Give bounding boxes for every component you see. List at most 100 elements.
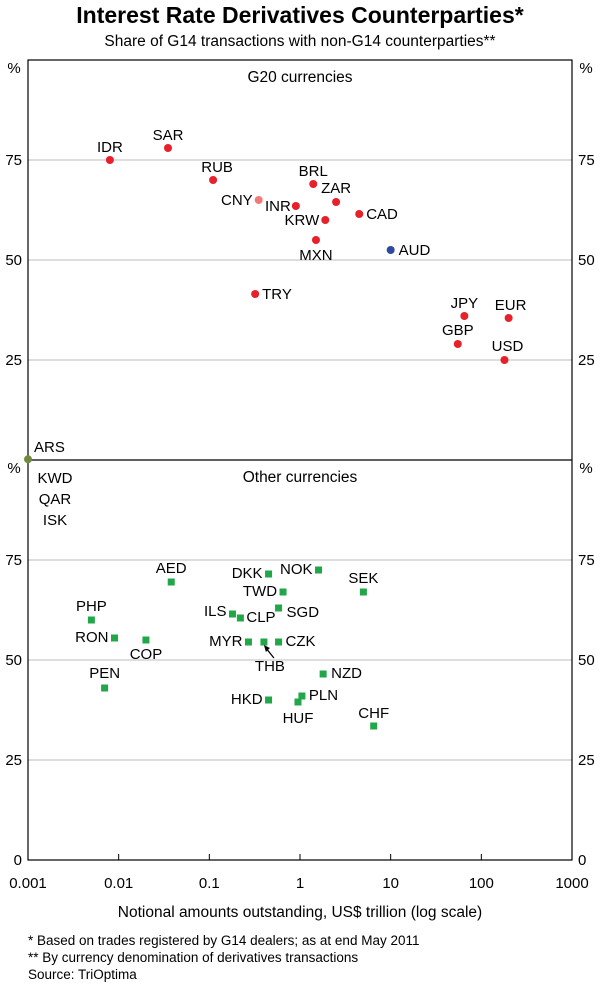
data-point-czk	[275, 638, 283, 646]
y-tick-label-left: 25	[5, 752, 22, 769]
point-label-ron: RON	[75, 629, 108, 646]
x-tick-label: 0.001	[9, 875, 47, 892]
point-label-gbp: GBP	[442, 322, 474, 339]
data-point-hkd	[265, 696, 273, 704]
point-label-myr: MYR	[209, 633, 243, 650]
point-label-czk: CZK	[286, 633, 316, 650]
y-tick-label-left: 75	[5, 552, 22, 569]
point-label-ars: ARS	[34, 439, 65, 456]
unit-label-left: %	[7, 460, 20, 477]
point-label-cop: COP	[130, 646, 163, 663]
point-label-aud: AUD	[399, 242, 431, 259]
y-tick-label-left: 25	[5, 352, 22, 369]
data-point-thb	[260, 638, 268, 646]
data-point-brl	[309, 180, 318, 188]
point-label-zar: ZAR	[321, 180, 351, 197]
data-point-twd	[279, 588, 287, 596]
point-label-pln: PLN	[309, 687, 338, 704]
chart-subtitle: Share of G14 transactions with non-G14 c…	[104, 33, 496, 50]
data-point-ils	[228, 610, 236, 618]
data-point-sek	[359, 588, 367, 596]
y-tick-label-left: 50	[5, 652, 22, 669]
point-label-jpy: JPY	[451, 295, 479, 312]
data-point-mxn	[311, 236, 320, 244]
point-label-idr: IDR	[97, 139, 123, 156]
y-tick-label-right: 75	[578, 552, 595, 569]
data-point-usd	[500, 356, 509, 364]
point-label-cny: CNY	[221, 192, 253, 209]
y-tick-label-right: 0	[578, 852, 586, 869]
point-label-pen: PEN	[89, 665, 120, 682]
data-point-nok	[315, 566, 323, 574]
point-label-dkk: DKK	[232, 565, 263, 582]
data-point-idr	[105, 156, 114, 164]
data-point-aed	[167, 578, 175, 586]
x-tick-label: 1000	[555, 875, 588, 892]
data-point-eur	[504, 314, 513, 322]
data-point-myr	[244, 638, 252, 646]
footnotes: * Based on trades registered by G14 deal…	[28, 932, 420, 983]
data-point-gbp	[453, 340, 462, 348]
data-point-chf	[370, 722, 378, 730]
data-point-inr	[291, 202, 300, 210]
panel-title-other: Other currencies	[243, 469, 358, 486]
data-point-clp	[236, 614, 244, 622]
point-label-eur: EUR	[495, 297, 527, 314]
point-label-twd: TWD	[243, 583, 277, 600]
point-label-nzd: NZD	[331, 665, 362, 682]
point-label-hkd: HKD	[231, 691, 263, 708]
point-label-inr: INR	[265, 198, 291, 215]
point-label-usd: USD	[492, 338, 524, 355]
chart-title: Interest Rate Derivatives Counterparties…	[76, 2, 524, 28]
x-tick-label: 0.1	[199, 875, 220, 892]
data-point-pln	[298, 692, 306, 700]
x-tick-label: 10	[382, 875, 399, 892]
point-label-rub: RUB	[201, 159, 233, 176]
data-point-cop	[142, 636, 150, 644]
y-tick-label-right: 25	[578, 352, 595, 369]
point-label-clp: CLP	[246, 609, 275, 626]
data-point-sar	[163, 144, 172, 152]
data-point-sgd	[275, 604, 283, 612]
footnote-1: * Based on trades registered by G14 deal…	[28, 933, 420, 948]
thb-arrow-head	[263, 645, 270, 652]
point-label-aed: AED	[156, 560, 187, 577]
unit-label-left: %	[7, 60, 20, 77]
offscale-label-kwd: KWD	[38, 470, 73, 487]
data-point-ron	[111, 634, 119, 642]
unit-label-right: %	[579, 460, 592, 477]
data-point-aud	[386, 246, 395, 254]
data-point-ars	[24, 455, 32, 464]
point-label-sgd: SGD	[287, 604, 320, 621]
x-tick-label: 0.01	[104, 875, 133, 892]
point-label-krw: KRW	[285, 212, 321, 229]
y-tick-label-right: 75	[578, 152, 595, 169]
data-point-try	[251, 290, 260, 298]
point-label-thb: THB	[255, 658, 285, 675]
y-tick-label-left: 50	[5, 252, 22, 269]
point-label-huf: HUF	[283, 710, 314, 727]
footnote-3: Source: TriOptima	[28, 967, 137, 982]
data-point-rub	[209, 176, 218, 184]
panel-title-g20: G20 currencies	[247, 69, 352, 86]
data-point-pen	[101, 684, 109, 692]
offscale-label-qar: QAR	[39, 491, 72, 508]
x-axis-label: Notional amounts outstanding, US$ trilli…	[118, 904, 482, 921]
data-point-jpy	[460, 312, 469, 320]
point-label-brl: BRL	[299, 163, 328, 180]
offscale-label-isk: ISK	[43, 512, 67, 529]
point-label-sar: SAR	[153, 127, 184, 144]
data-point-cny	[254, 196, 263, 204]
data-point-huf	[294, 698, 302, 706]
point-label-sek: SEK	[348, 570, 378, 587]
y-tick-label-left: 75	[5, 152, 22, 169]
point-label-php: PHP	[76, 598, 107, 615]
point-label-try: TRY	[262, 286, 292, 303]
data-point-php	[87, 616, 95, 624]
point-label-mxn: MXN	[299, 247, 332, 264]
point-label-cad: CAD	[366, 206, 398, 223]
data-point-nzd	[319, 670, 327, 678]
x-tick-label: 1	[296, 875, 304, 892]
data-point-cad	[355, 210, 364, 218]
y-tick-label-right: 50	[578, 252, 595, 269]
